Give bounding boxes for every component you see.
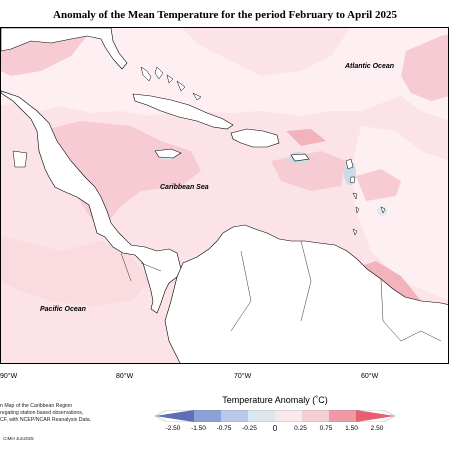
land-cuba xyxy=(132,93,234,130)
legend-swatch-6 xyxy=(329,410,357,422)
pacific-ocean-label: Pacific Ocean xyxy=(40,306,86,313)
legend-title: Temperature Anomaly (˚C) xyxy=(222,395,328,405)
anomaly-zone-mid-3 xyxy=(401,34,448,101)
caribbean-sea-label: Caribbean Sea xyxy=(160,184,209,191)
land-yucatan xyxy=(12,150,28,168)
land-puerto-rico xyxy=(290,153,310,162)
lon-label-80w: 80°W xyxy=(116,373,134,380)
legend-tick-label: 0 xyxy=(272,424,278,433)
anomaly-zone-mid-8 xyxy=(286,129,326,146)
caption-line-3: CF, with NCEP/NCAR Reanalysis Data. xyxy=(0,417,92,423)
legend-tick-label: 0.25 xyxy=(294,425,307,432)
legend-swatch-2 xyxy=(221,410,249,422)
legend-tick-label: -0.25 xyxy=(242,425,257,432)
land-central-america xyxy=(1,90,182,314)
legend-tick-label: -2.50 xyxy=(165,425,181,432)
legend-swatch-0 xyxy=(155,410,194,422)
anomaly-zone-mid-4 xyxy=(271,151,346,191)
legend-tick-label: -1.50 xyxy=(191,425,206,432)
country-borders xyxy=(120,240,442,342)
legend-swatch-1 xyxy=(194,410,222,422)
lon-label-90w: 90°W xyxy=(0,373,18,380)
land-florida xyxy=(1,28,128,70)
anomaly-zone-mid-5 xyxy=(356,169,401,201)
map-title: Anomaly of the Mean Temperature for the … xyxy=(53,9,397,21)
lon-label-70w: 70°W xyxy=(234,373,252,380)
caption-line-1: n Map of the Caribbean Region xyxy=(0,403,73,409)
anomaly-zone-mid-2 xyxy=(41,121,201,231)
legend-tick-label: -0.75 xyxy=(216,425,232,432)
map-caption: n Map of the Caribbean Region regating s… xyxy=(0,403,150,424)
legend-colorbar xyxy=(155,410,395,422)
legend-tick-label: 0.75 xyxy=(319,425,333,432)
land-jamaica xyxy=(154,148,182,159)
land-hispaniola xyxy=(230,128,280,148)
legend-swatch-7 xyxy=(356,410,395,422)
land-lesser-antilles xyxy=(345,158,386,236)
legend-swatch-3 xyxy=(248,410,276,422)
land-bahamas xyxy=(140,66,202,101)
legend-swatch-4 xyxy=(275,410,303,422)
anomaly-zone-mid-9 xyxy=(1,236,151,306)
anomaly-map xyxy=(0,27,449,364)
credit-text: CIMH Jun2025 xyxy=(3,436,34,441)
anomaly-zone-light-2 xyxy=(351,126,448,301)
legend-tick-label: 2.50 xyxy=(370,425,384,432)
legend-swatch-5 xyxy=(302,410,330,422)
atlantic-ocean-label: Atlantic Ocean xyxy=(345,63,395,70)
land-south-america xyxy=(164,224,448,363)
lon-label-60w: 60°W xyxy=(361,373,379,380)
caption-line-2: regating station based observations, xyxy=(0,410,84,416)
legend-tick-label: 1.50 xyxy=(345,425,358,432)
